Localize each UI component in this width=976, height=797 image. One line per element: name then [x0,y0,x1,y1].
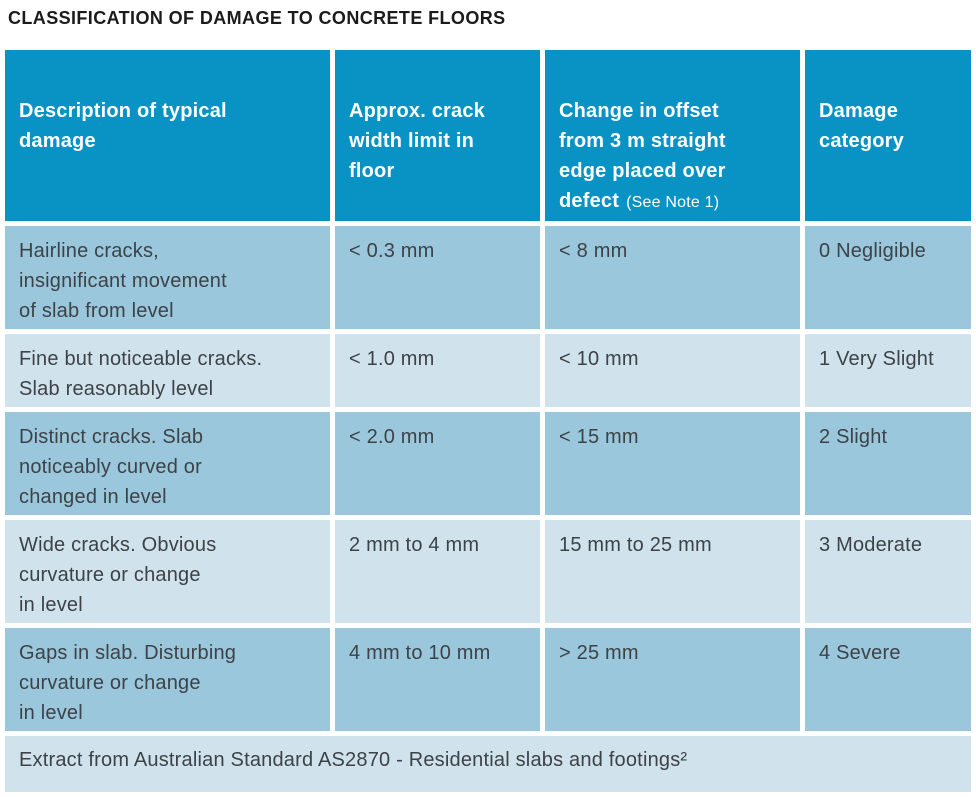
table-row-moderate: Wide cracks. Obvious curvature or change… [5,520,971,623]
table-row-slight: Distinct cracks. Slab noticeably curved … [5,412,971,515]
header-label-offset-change: Change in offset from 3 m straight edge … [559,100,726,212]
cell-description: Distinct cracks. Slab noticeably curved … [5,412,330,515]
cell-offset-change: 15 mm to 25 mm [545,520,800,623]
table-row-very-slight: Fine but noticeable cracks. Slab reasona… [5,334,971,407]
cell-crack-width: < 1.0 mm [335,334,540,407]
damage-classification-table: Description of typical damage Approx. cr… [0,45,976,797]
cell-description: Wide cracks. Obvious curvature or change… [5,520,330,623]
cell-damage-category: 2 Slight [805,412,971,515]
header-cell-damage-category: Damage category [805,50,971,221]
cell-description: Hairline cracks, insignificant movement … [5,226,330,329]
cell-damage-category: 0 Negligible [805,226,971,329]
cell-offset-change: > 25 mm [545,628,800,731]
cell-offset-change: < 8 mm [545,226,800,329]
header-label-crack-width: Approx. crack width limit in floor [349,100,485,182]
table-header-row: Description of typical damage Approx. cr… [5,50,971,221]
cell-description: Gaps in slab. Disturbing curvature or ch… [5,628,330,731]
cell-crack-width: < 0.3 mm [335,226,540,329]
footer-source-note: Extract from Australian Standard AS2870 … [5,736,971,792]
cell-damage-category: 4 Severe [805,628,971,731]
table-footer-row: Extract from Australian Standard AS2870 … [5,736,971,792]
cell-crack-width: 2 mm to 4 mm [335,520,540,623]
cell-damage-category: 3 Moderate [805,520,971,623]
cell-damage-category: 1 Very Slight [805,334,971,407]
table-row-severe: Gaps in slab. Disturbing curvature or ch… [5,628,971,731]
header-label-description: Description of typical damage [19,100,227,152]
header-cell-offset-change: Change in offset from 3 m straight edge … [545,50,800,221]
cell-description: Fine but noticeable cracks. Slab reasona… [5,334,330,407]
header-cell-description: Description of typical damage [5,50,330,221]
cell-crack-width: 4 mm to 10 mm [335,628,540,731]
cell-offset-change: < 10 mm [545,334,800,407]
header-label-damage-category: Damage category [819,100,904,152]
page-title: CLASSIFICATION OF DAMAGE TO CONCRETE FLO… [8,8,506,28]
cell-offset-change: < 15 mm [545,412,800,515]
cell-crack-width: < 2.0 mm [335,412,540,515]
header-cell-crack-width: Approx. crack width limit in floor [335,50,540,221]
header-note-see-note-1: (See Note 1) [626,194,720,211]
table-row-negligible: Hairline cracks, insignificant movement … [5,226,971,329]
